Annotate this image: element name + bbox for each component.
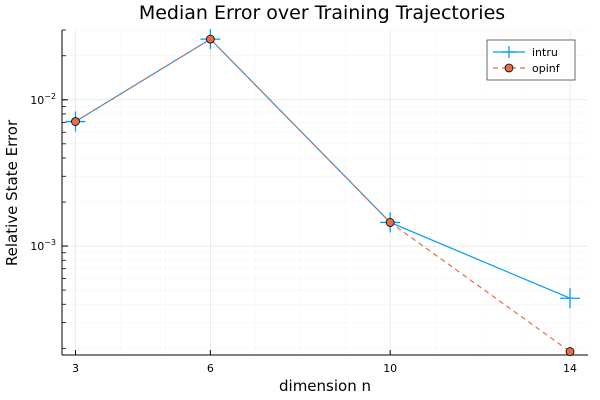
chart-title: Median Error over Training Trajectories [139,2,505,24]
data-point-opinf [71,117,80,126]
data-point-opinf [205,34,215,44]
legend-marker-opinf [504,63,514,73]
axes [61,29,588,356]
legend-items: intru opinf [493,46,561,75]
y-tick-label: 10−2 [30,92,56,107]
legend-box [486,39,576,81]
x-tick-label: 3 [72,362,79,375]
series-group [65,29,581,356]
series-line-opinf [75,38,571,353]
x-tick-label: 10 [383,362,397,375]
legend-label-intru: intru [532,46,558,59]
legend: intru opinf [486,39,576,81]
series-line-intru [75,38,571,299]
tick-labels: 3 6 10 14 10−2 10−3 [30,92,577,375]
data-point-opinf [385,218,395,227]
x-axis-label: dimension n [279,377,371,395]
grid [62,29,588,355]
y-tick-label: 10−3 [30,238,56,253]
x-tick-label: 6 [207,362,214,375]
data-point-opinf [565,347,575,356]
y-axis-label: Relative State Error [3,119,21,266]
x-tick-label: 14 [563,362,577,375]
legend-label-opinf: opinf [532,62,561,75]
